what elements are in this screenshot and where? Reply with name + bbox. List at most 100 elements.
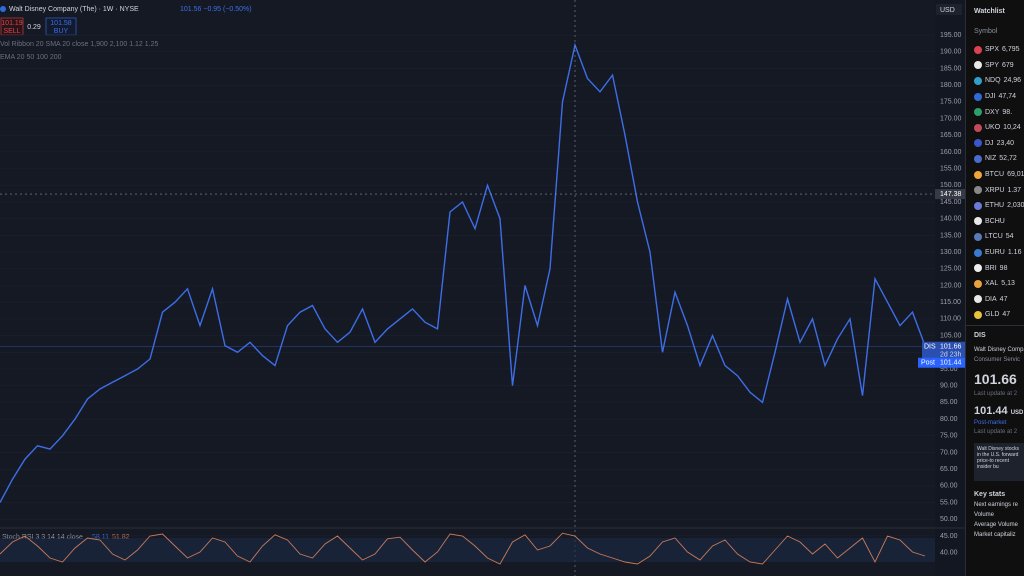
watchlist-row[interactable]: DIA 47 [966,292,1024,308]
symbol: Walt Disney Company (The) · 1W · NYSE [9,6,139,13]
post-label: Post-market [974,419,1007,426]
sell-label: SELL [3,28,20,35]
y-tick-label: 105.00 [940,332,962,339]
detail-sector: Consumer Servic [974,356,1021,363]
indicator: Vol Ribbon 20 SMA 20 close 1,900 2,100 1… [0,41,159,48]
key-stats: Key stats [974,490,1006,498]
symbol-icon [974,154,982,163]
price-line [0,42,926,503]
watchlist-row[interactable]: UKO 10,24 [966,120,1024,136]
watchlist-row[interactable]: DJI 47,74 [966,89,1024,105]
watchlist-symbol: DXY [985,108,1000,116]
y-tick-label: 95.00 [940,366,958,373]
watchlist-price: 69,01 [1007,171,1024,179]
watchlist-price: 10,24 [1003,124,1021,132]
watchlist-price: 1.16 [1007,249,1022,257]
post-name: Post [921,360,935,367]
watchlist-symbol: XAL [985,280,999,288]
watchlist-symbol: DJ [985,139,994,147]
watchlist-row[interactable]: SPX 6,795 [966,42,1024,58]
y-tick-label: 50.00 [940,516,958,523]
symbol-icon [974,170,982,179]
post-bg [918,357,965,368]
y-tick-label: 145.00 [940,199,962,206]
watchlist-price: 52,72 [999,155,1017,163]
y-tick-label: 90.00 [940,383,958,390]
y-tick-label: 60.00 [940,483,958,490]
rsi-band [0,538,935,562]
watchlist-row[interactable]: EURU 1.16 [966,245,1024,261]
watchlist-row[interactable]: BCHU [966,214,1024,230]
watchlist: SPX 6,795 SPY 679 NDQ 24,96 DJI 47,74 DXY 98. UKO 1… [966,42,1024,323]
chart-area: Walt Disney Company (The) · 1W · NYSE 10… [0,0,965,576]
watchlist-row[interactable]: ETHU 2,030 [966,198,1024,214]
symbol-icon [974,76,982,85]
y-tick-label: 40.00 [940,549,958,556]
watchlist-price: 54 [1005,233,1014,241]
rsi-line [0,532,926,565]
last-name: DIS [924,344,936,351]
y-tick-label: 195.00 [940,32,962,39]
post-price: 101.44 [974,404,1008,417]
watchlist-price: 5,13 [1001,280,1015,288]
post-currency: USD [1010,409,1024,416]
watchlist-row[interactable]: NIZ 52,72 [966,151,1024,167]
watchlist-symbol: ETHU [985,202,1005,210]
rsi-d: 51.82 [112,534,130,541]
watchlist-symbol: XRPU [985,186,1005,194]
symbol-icon [974,264,982,273]
currency-button[interactable] [936,4,962,15]
y-tick-label: 190.00 [940,49,962,56]
stat-label: Next earnings re [974,501,1019,508]
watchlist-price: 6,795 [1002,46,1020,54]
y-tick-label: 160.00 [940,149,962,156]
watchlist-symbol: DIA [985,295,997,303]
y-tick-label: 55.00 [940,499,958,506]
buy-label: BUY [54,28,69,35]
watchlist-symbol: EURU [985,249,1005,257]
watchlist-row[interactable]: LTCU 54 [966,229,1024,245]
watchlist-price: 24,96 [1003,77,1022,85]
currency: USD [940,7,955,14]
watchlist-row[interactable]: NDQ 24,96 [966,73,1024,89]
y-tick-label: 130.00 [940,249,962,256]
watchlist-symbol: BTCU [985,171,1005,179]
symbol-icon [974,248,982,257]
watchlist-price: 47 [1002,311,1011,319]
quote: 101.56 −0.95 (−0.50%) [180,6,252,13]
y-tick-label: 70.00 [940,449,958,456]
news[interactable]: Walt Disney stocks in the U.S. forward p… [974,442,1024,481]
watchlist-row[interactable]: DJ 23,40 [966,136,1024,152]
watchlist-row[interactable]: DXY 98. [966,104,1024,120]
symbol-icon [974,186,982,195]
symbol-icon [974,123,982,132]
detail-name: Walt Disney Compa [974,346,1024,353]
y-tick-label: 65.00 [940,466,958,473]
watchlist-price: 47 [999,295,1008,303]
price-axis-bg [935,0,965,576]
watchlist-symbol: GLD [985,311,1000,319]
watchlist-row[interactable]: GLD 47 [966,307,1024,323]
watchlist-row[interactable]: XRPU 1.37 [966,182,1024,198]
y-tick-label: 75.00 [940,433,958,440]
watchlist-row[interactable]: XAL 5,13 [966,276,1024,292]
last-price: 101.66 [940,344,962,351]
header: Walt Disney Company (The) · 1W · NYSE 10… [0,4,962,61]
y-tick-label: 120.00 [940,282,962,289]
detail-price: 101.66 [974,370,1017,387]
background [0,0,965,576]
watchlist-symbol: DJI [985,93,996,101]
logo [0,6,6,12]
rsi-k: 58.11 [92,534,109,541]
watchlist-row[interactable]: BRI 98 [966,260,1024,276]
stat-label: Market capitaliz [974,531,1016,538]
rsi-title: Stoch RSI 3 3 14 14 close [2,534,83,541]
watchlist-price: 1.37 [1007,186,1022,194]
y-tick-label: 85.00 [940,399,958,406]
symbol-icon [974,108,982,117]
detail-symbol: DIS [974,331,986,339]
watchlist-row[interactable]: BTCU 69,01 [966,167,1024,183]
y-tick-label: 175.00 [940,99,962,106]
countdown: 2d 23h [940,352,962,359]
watchlist-row[interactable]: SPY 679 [966,58,1024,74]
